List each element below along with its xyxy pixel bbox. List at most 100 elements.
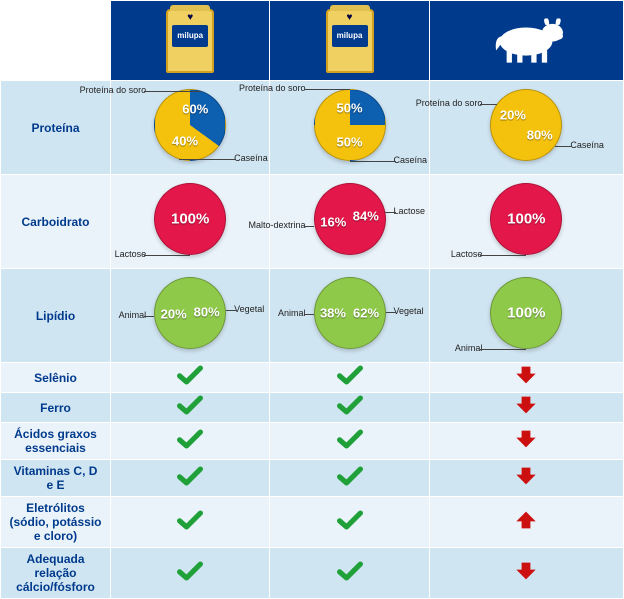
pie-chart: 16%84%Malto-dextrinaLactose (314, 183, 386, 255)
row-label: Lipídio (1, 269, 111, 363)
indicator-cell (429, 497, 623, 548)
checkmark-icon (337, 428, 363, 450)
row-label: Ferro (1, 393, 111, 423)
pie-slice-label: Animal (119, 310, 147, 320)
pie-disc (314, 89, 386, 161)
pie-slice-percent: 100% (507, 211, 545, 228)
pie-row: Lipídio20% 80% Animal Vegetal 38% 62% Animal Ve… (1, 269, 624, 363)
checkmark-icon (337, 364, 363, 386)
indicator-cell (429, 363, 623, 393)
checkmark-icon (177, 465, 203, 487)
header-blank (1, 1, 111, 81)
checkmark-icon (337, 509, 363, 531)
indicator-cell (111, 460, 270, 497)
pie-chart: 50%50%Proteína do soroCaseína (314, 89, 386, 161)
row-label: Eletrólitos (sódio, potássio e cloro) (1, 497, 111, 548)
pie-slice-percent: 80% (194, 304, 220, 319)
cow-icon (482, 11, 570, 65)
pie-chart: 100%Lactose (490, 183, 562, 255)
pie-slice-label: Proteína do soro (80, 85, 147, 95)
pie-chart: 20%80%Proteína do soroCaseína (490, 89, 562, 161)
checkmark-icon (177, 364, 203, 386)
pie-cell: 20%80%Proteína do soroCaseína (429, 81, 623, 175)
indicator-row: Vitaminas C, D e E (1, 460, 624, 497)
row-label: Selênio (1, 363, 111, 393)
pie-slice-label: Lactose (115, 249, 147, 259)
checkmark-icon (177, 560, 203, 582)
pie-slice-label: Animal (278, 308, 306, 318)
can-brand-2: milupa (332, 25, 368, 47)
pie-slice-label: Caseína (234, 153, 268, 163)
pie-slice-percent: 20% (161, 307, 187, 322)
pie-chart: 38%62%AnimalVegetal (314, 277, 386, 349)
checkmark-icon (337, 465, 363, 487)
pie-chart: 100%Lactose (154, 183, 226, 255)
pie-chart: 60%40%Proteína do soroCaseína (154, 89, 226, 161)
arrow-up-icon (513, 509, 539, 531)
indicator-cell (429, 460, 623, 497)
pie-cell: 100% Lactose (111, 175, 270, 269)
pie-disc (490, 89, 562, 161)
pie-cell: 20% 80% Animal Vegetal (111, 269, 270, 363)
indicator-cell (111, 548, 270, 599)
pie-slice-percent: 100% (171, 211, 209, 228)
pie-cell: 60%40%Proteína do soroCaseína (111, 81, 270, 175)
pie-slice-percent: 100% (507, 305, 545, 322)
pie-slice-percent: 40% (172, 133, 198, 148)
pie-slice-label: Animal (455, 343, 483, 353)
indicator-cell (270, 497, 429, 548)
pie-slice-label: Caseína (570, 140, 604, 150)
indicator-cell (270, 423, 429, 460)
header-row: ♥ milupa ♥ milupa (1, 1, 624, 81)
checkmark-icon (337, 560, 363, 582)
checkmark-icon (177, 428, 203, 450)
checkmark-icon (337, 394, 363, 416)
row-label: Vitaminas C, D e E (1, 460, 111, 497)
pie-slice-label: Proteína do soro (416, 98, 483, 108)
can-brand-1: milupa (172, 25, 208, 47)
pie-chart: 20%80%AnimalVegetal (154, 277, 226, 349)
pie-slice-percent: 50% (337, 101, 363, 116)
pie-cell: 100% Animal (429, 269, 623, 363)
pie-slice-label: Lactose (451, 249, 483, 259)
indicator-cell (111, 363, 270, 393)
pie-slice-percent: 60% (182, 102, 208, 117)
pie-slice-percent: 50% (337, 134, 363, 149)
row-label: Carboidrato (1, 175, 111, 269)
product-can-1-icon: ♥ milupa (166, 9, 214, 73)
pie-slice-label: Caseína (394, 155, 428, 165)
indicator-cell (270, 393, 429, 423)
pie-cell: 50%50%Proteína do soroCaseína (270, 81, 429, 175)
pie-slice-label: Malto-dextrina (248, 220, 305, 230)
indicator-cell (429, 393, 623, 423)
header-col-3 (429, 1, 623, 81)
indicator-cell (429, 423, 623, 460)
indicator-row: Eletrólitos (sódio, potássio e cloro) (1, 497, 624, 548)
row-label: Adequada relação cálcio/fósforo (1, 548, 111, 599)
pie-slice-percent: 84% (353, 208, 379, 223)
header-col-1: ♥ milupa (111, 1, 270, 81)
indicator-row: Selênio (1, 363, 624, 393)
indicator-cell (429, 548, 623, 599)
indicator-cell (270, 460, 429, 497)
arrow-down-icon (513, 560, 539, 582)
checkmark-icon (177, 509, 203, 531)
arrow-down-icon (513, 394, 539, 416)
arrow-down-icon (513, 428, 539, 450)
indicator-cell (111, 497, 270, 548)
pie-slice-percent: 16% (320, 215, 346, 230)
indicator-cell (111, 423, 270, 460)
pie-slice-label: Vegetal (234, 304, 264, 314)
pie-disc (154, 89, 226, 161)
pie-slice-percent: 38% (320, 306, 346, 321)
pie-slice-percent: 62% (353, 305, 379, 320)
pie-cell: 16%84%Malto-dextrinaLactose (270, 175, 429, 269)
indicator-cell (270, 548, 429, 599)
pie-row: Carboidrato 100% Lactose 16% 84% Malto-dextri… (1, 175, 624, 269)
arrow-down-icon (513, 465, 539, 487)
comparison-table: ♥ milupa ♥ milupa (0, 0, 624, 599)
header-col-2: ♥ milupa (270, 1, 429, 81)
indicator-cell (111, 393, 270, 423)
product-can-2-icon: ♥ milupa (326, 9, 374, 73)
indicator-row: Adequada relação cálcio/fósforo (1, 548, 624, 599)
